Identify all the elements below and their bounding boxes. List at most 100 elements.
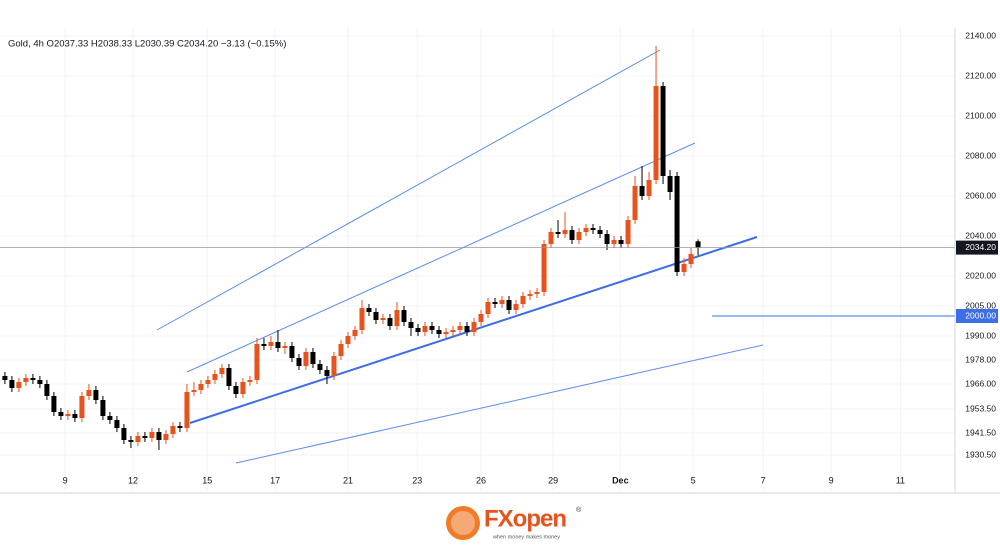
candle-body: [163, 434, 169, 440]
candle-body: [79, 396, 85, 418]
candle-body: [443, 332, 449, 334]
candle-body: [646, 180, 652, 196]
candle-body: [373, 312, 379, 320]
candle-body: [436, 330, 442, 334]
candle-body: [422, 326, 428, 332]
candle-body: [121, 428, 127, 440]
candle-body: [583, 228, 589, 232]
candle-body: [156, 432, 162, 440]
y-tick-label: 2040.00: [965, 230, 996, 240]
overlay: 2034.20 2000.00: [0, 240, 998, 323]
candle-body: [23, 378, 29, 382]
candle-body: [534, 292, 540, 294]
y-tick-label: 2120.00: [965, 70, 996, 80]
channel-upper: [156, 49, 661, 331]
candle-body: [653, 86, 659, 180]
candle-body: [401, 310, 407, 322]
x-tick-label: 23: [412, 475, 422, 485]
candle-body: [212, 374, 218, 380]
price-label-box: [956, 240, 998, 255]
candle-body: [170, 426, 176, 434]
candle-body: [107, 416, 113, 420]
candle-body: [688, 254, 694, 264]
candle-body: [667, 176, 673, 192]
candle-body: [345, 336, 351, 344]
candle-body: [429, 326, 435, 330]
level-label-box: [956, 309, 998, 323]
candle-body: [93, 390, 99, 400]
candle-body: [520, 296, 526, 304]
candle-body: [198, 384, 204, 390]
candle-body: [219, 368, 225, 374]
candle-body: [233, 386, 239, 394]
candle-body: [660, 86, 666, 176]
candle-body: [604, 234, 610, 244]
candle-body: [541, 244, 547, 292]
candle-body: [128, 440, 134, 442]
candle-body: [303, 352, 309, 366]
level-label: 2000.00: [965, 310, 996, 320]
logo-emblem: [446, 506, 480, 540]
candle-body: [331, 356, 337, 376]
candle-body: [65, 414, 71, 416]
candle-body: [513, 304, 519, 310]
candle-body: [464, 326, 470, 332]
candle-body: [51, 396, 57, 412]
candle-body: [100, 400, 106, 416]
y-tick-label: 2080.00: [965, 150, 996, 160]
candle-body: [506, 300, 512, 310]
candle-body: [44, 384, 50, 396]
candle-body: [569, 230, 575, 240]
x-tick-label: 9: [63, 475, 68, 485]
candle-body: [268, 342, 274, 346]
candle-body: [282, 346, 288, 348]
candle-body: [37, 380, 43, 384]
y-tick-label: 1930.50: [965, 449, 996, 459]
candle-body: [457, 326, 463, 330]
candle-body: [625, 220, 631, 244]
logo-brand: FXopen: [484, 505, 566, 532]
candle-body: [2, 376, 8, 380]
candle-body: [408, 322, 414, 328]
candle-body: [324, 370, 330, 376]
price-label: 2034.20: [965, 242, 996, 252]
candle-body: [478, 314, 484, 322]
channel-middle: [186, 142, 696, 373]
candle-body: [296, 358, 302, 366]
candle-body: [184, 392, 190, 428]
y-tick-label: 1966.00: [965, 378, 996, 388]
logo-emblem-inner: [451, 511, 475, 535]
candle-body: [632, 186, 638, 220]
x-tick-label: 12: [128, 475, 138, 485]
chart-title: Gold, 4h O2037.33 H2038.33 L2030.39 C203…: [8, 39, 286, 50]
y-tick-label: 2140.00: [965, 30, 996, 40]
candles: [2, 46, 701, 450]
x-tick-label: 15: [202, 475, 212, 485]
candle-body: [548, 232, 554, 244]
x-tick-label: 11: [896, 475, 905, 485]
candle-body: [618, 240, 624, 244]
candle-body: [338, 344, 344, 356]
candle-body: [86, 390, 92, 396]
candle-body: [555, 232, 561, 234]
y-tick-label: 2100.00: [965, 110, 996, 120]
candle-body: [114, 420, 120, 428]
x-tick-label: 17: [270, 475, 280, 485]
candle-body: [499, 300, 505, 304]
candle-body: [289, 346, 295, 358]
y-tick-label: 2005.00: [965, 300, 996, 310]
candle-body: [639, 186, 645, 196]
candle-body: [205, 380, 211, 384]
candle-body: [674, 176, 680, 272]
candle-body: [527, 294, 533, 296]
logo-mark: ®: [576, 506, 582, 514]
x-tick-label: 5: [691, 475, 696, 485]
y-tick-label: 1990.00: [965, 330, 996, 340]
x-tick-label: 7: [761, 475, 766, 485]
candle-body: [576, 232, 582, 240]
logo: FXopen ® when money makes money: [446, 505, 582, 540]
y-tick-label: 1953.50: [965, 403, 996, 413]
logo-tagline: when money makes money: [492, 534, 560, 540]
candle-body: [352, 330, 358, 336]
candle-body: [597, 230, 603, 234]
